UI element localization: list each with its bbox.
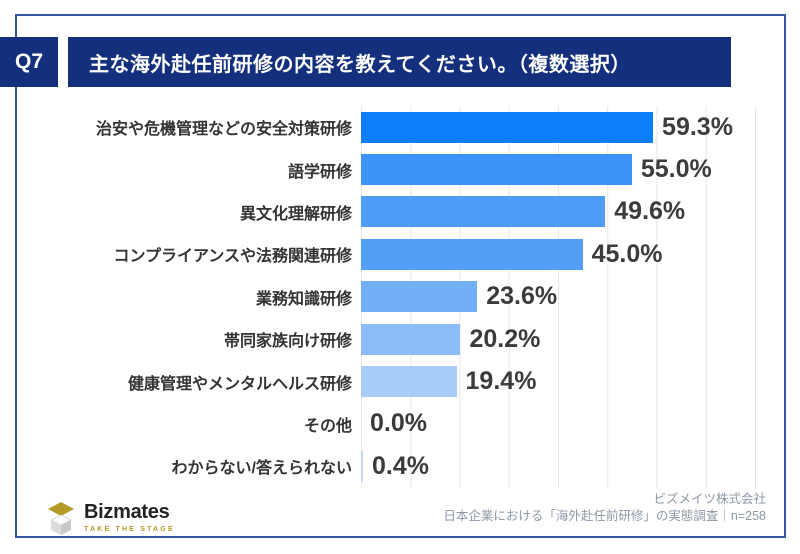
bar-track: 0.0% xyxy=(361,403,755,445)
bar-category-label: 異文化理解研修 xyxy=(239,205,352,223)
logo-tagline: TAKE THE STAGE xyxy=(84,526,175,533)
bar xyxy=(361,450,363,482)
chart-row: わからない/答えられない 0.4% xyxy=(0,445,800,487)
chart-row: 帯同家族向け研修 20.2% xyxy=(0,318,800,360)
chart-row: 治安や危機管理などの安全対策研修 59.3% xyxy=(0,106,800,148)
logo-wordmark: Bizmates xyxy=(84,501,170,523)
bar-track: 20.2% xyxy=(361,318,755,360)
bar-value-label: 19.4% xyxy=(465,367,537,396)
chart-row: 異文化理解研修 49.6% xyxy=(0,191,800,233)
bar-value-label: 45.0% xyxy=(591,239,663,268)
bar-value-label: 49.6% xyxy=(614,197,686,226)
bar-category-label: その他 xyxy=(303,417,352,435)
chart-row: 健康管理やメンタルヘルス研修 19.4% xyxy=(0,360,800,402)
bar-track: 59.3% xyxy=(361,106,755,148)
bar-category-label: コンプライアンスや法務関連研修 xyxy=(113,248,352,266)
question-number-badge: Q7 xyxy=(0,37,58,87)
bar xyxy=(361,323,461,355)
bar xyxy=(361,111,654,143)
bar-track: 0.4% xyxy=(361,445,755,487)
bar-value-label: 23.6% xyxy=(486,282,558,311)
bar-chart: 治安や危機管理などの安全対策研修 59.3% 語学研修 55.0% 異文化理解研修 49.… xyxy=(0,106,800,488)
source-company: ビズメイツ株式会社 xyxy=(653,492,766,506)
bar-category-label: 業務知識研修 xyxy=(255,290,352,308)
bar-value-label: 20.2% xyxy=(469,324,541,353)
bar-track: 45.0% xyxy=(361,233,755,275)
bar-category-label: わからない/答えられない xyxy=(171,460,352,478)
bar-track: 19.4% xyxy=(361,360,755,402)
question-number: Q7 xyxy=(14,50,43,73)
question-title: 主な海外赴任前研修の内容を教えてください。（複数選択） xyxy=(89,53,631,76)
bar-value-label: 0.0% xyxy=(370,409,427,438)
chart-row: 語学研修 55.0% xyxy=(0,148,800,190)
source-attribution: ビズメイツ株式会社 日本企業における「海外赴任前研修」の実態調査｜n=258 xyxy=(443,491,766,525)
bar-category-label: 治安や危機管理などの安全対策研修 xyxy=(95,121,352,139)
bar-category-label: 語学研修 xyxy=(287,163,352,181)
bar-value-label: 59.3% xyxy=(662,112,733,141)
bar-track: 55.0% xyxy=(361,148,755,190)
bar-category-label: 健康管理やメンタルヘルス研修 xyxy=(127,375,352,393)
source-survey-name: 日本企業における「海外赴任前研修」の実態調査｜n=258 xyxy=(443,508,766,523)
bar-category-label: 帯同家族向け研修 xyxy=(223,333,352,351)
chart-row: コンプライアンスや法務関連研修 45.0% xyxy=(0,233,800,275)
chart-row: 業務知識研修 23.6% xyxy=(0,276,800,318)
chart-row: その他 0.0% xyxy=(0,403,800,445)
bar xyxy=(361,366,457,398)
bar-value-label: 0.4% xyxy=(371,451,429,480)
logo-text-block: Bizmates TAKE THE STAGE xyxy=(84,502,175,533)
bar-track: 49.6% xyxy=(361,191,755,233)
slide-border xyxy=(15,14,786,538)
bizmates-logo-icon xyxy=(48,502,74,535)
bar xyxy=(361,281,478,313)
question-title-bar: 主な海外赴任前研修の内容を教えてください。（複数選択） xyxy=(68,37,731,87)
bar-value-label: 55.0% xyxy=(640,155,712,184)
bar xyxy=(361,154,632,186)
bar xyxy=(361,238,583,270)
bar xyxy=(361,196,606,228)
bizmates-logo: Bizmates TAKE THE STAGE xyxy=(47,502,175,535)
bar-track: 23.6% xyxy=(361,276,755,318)
